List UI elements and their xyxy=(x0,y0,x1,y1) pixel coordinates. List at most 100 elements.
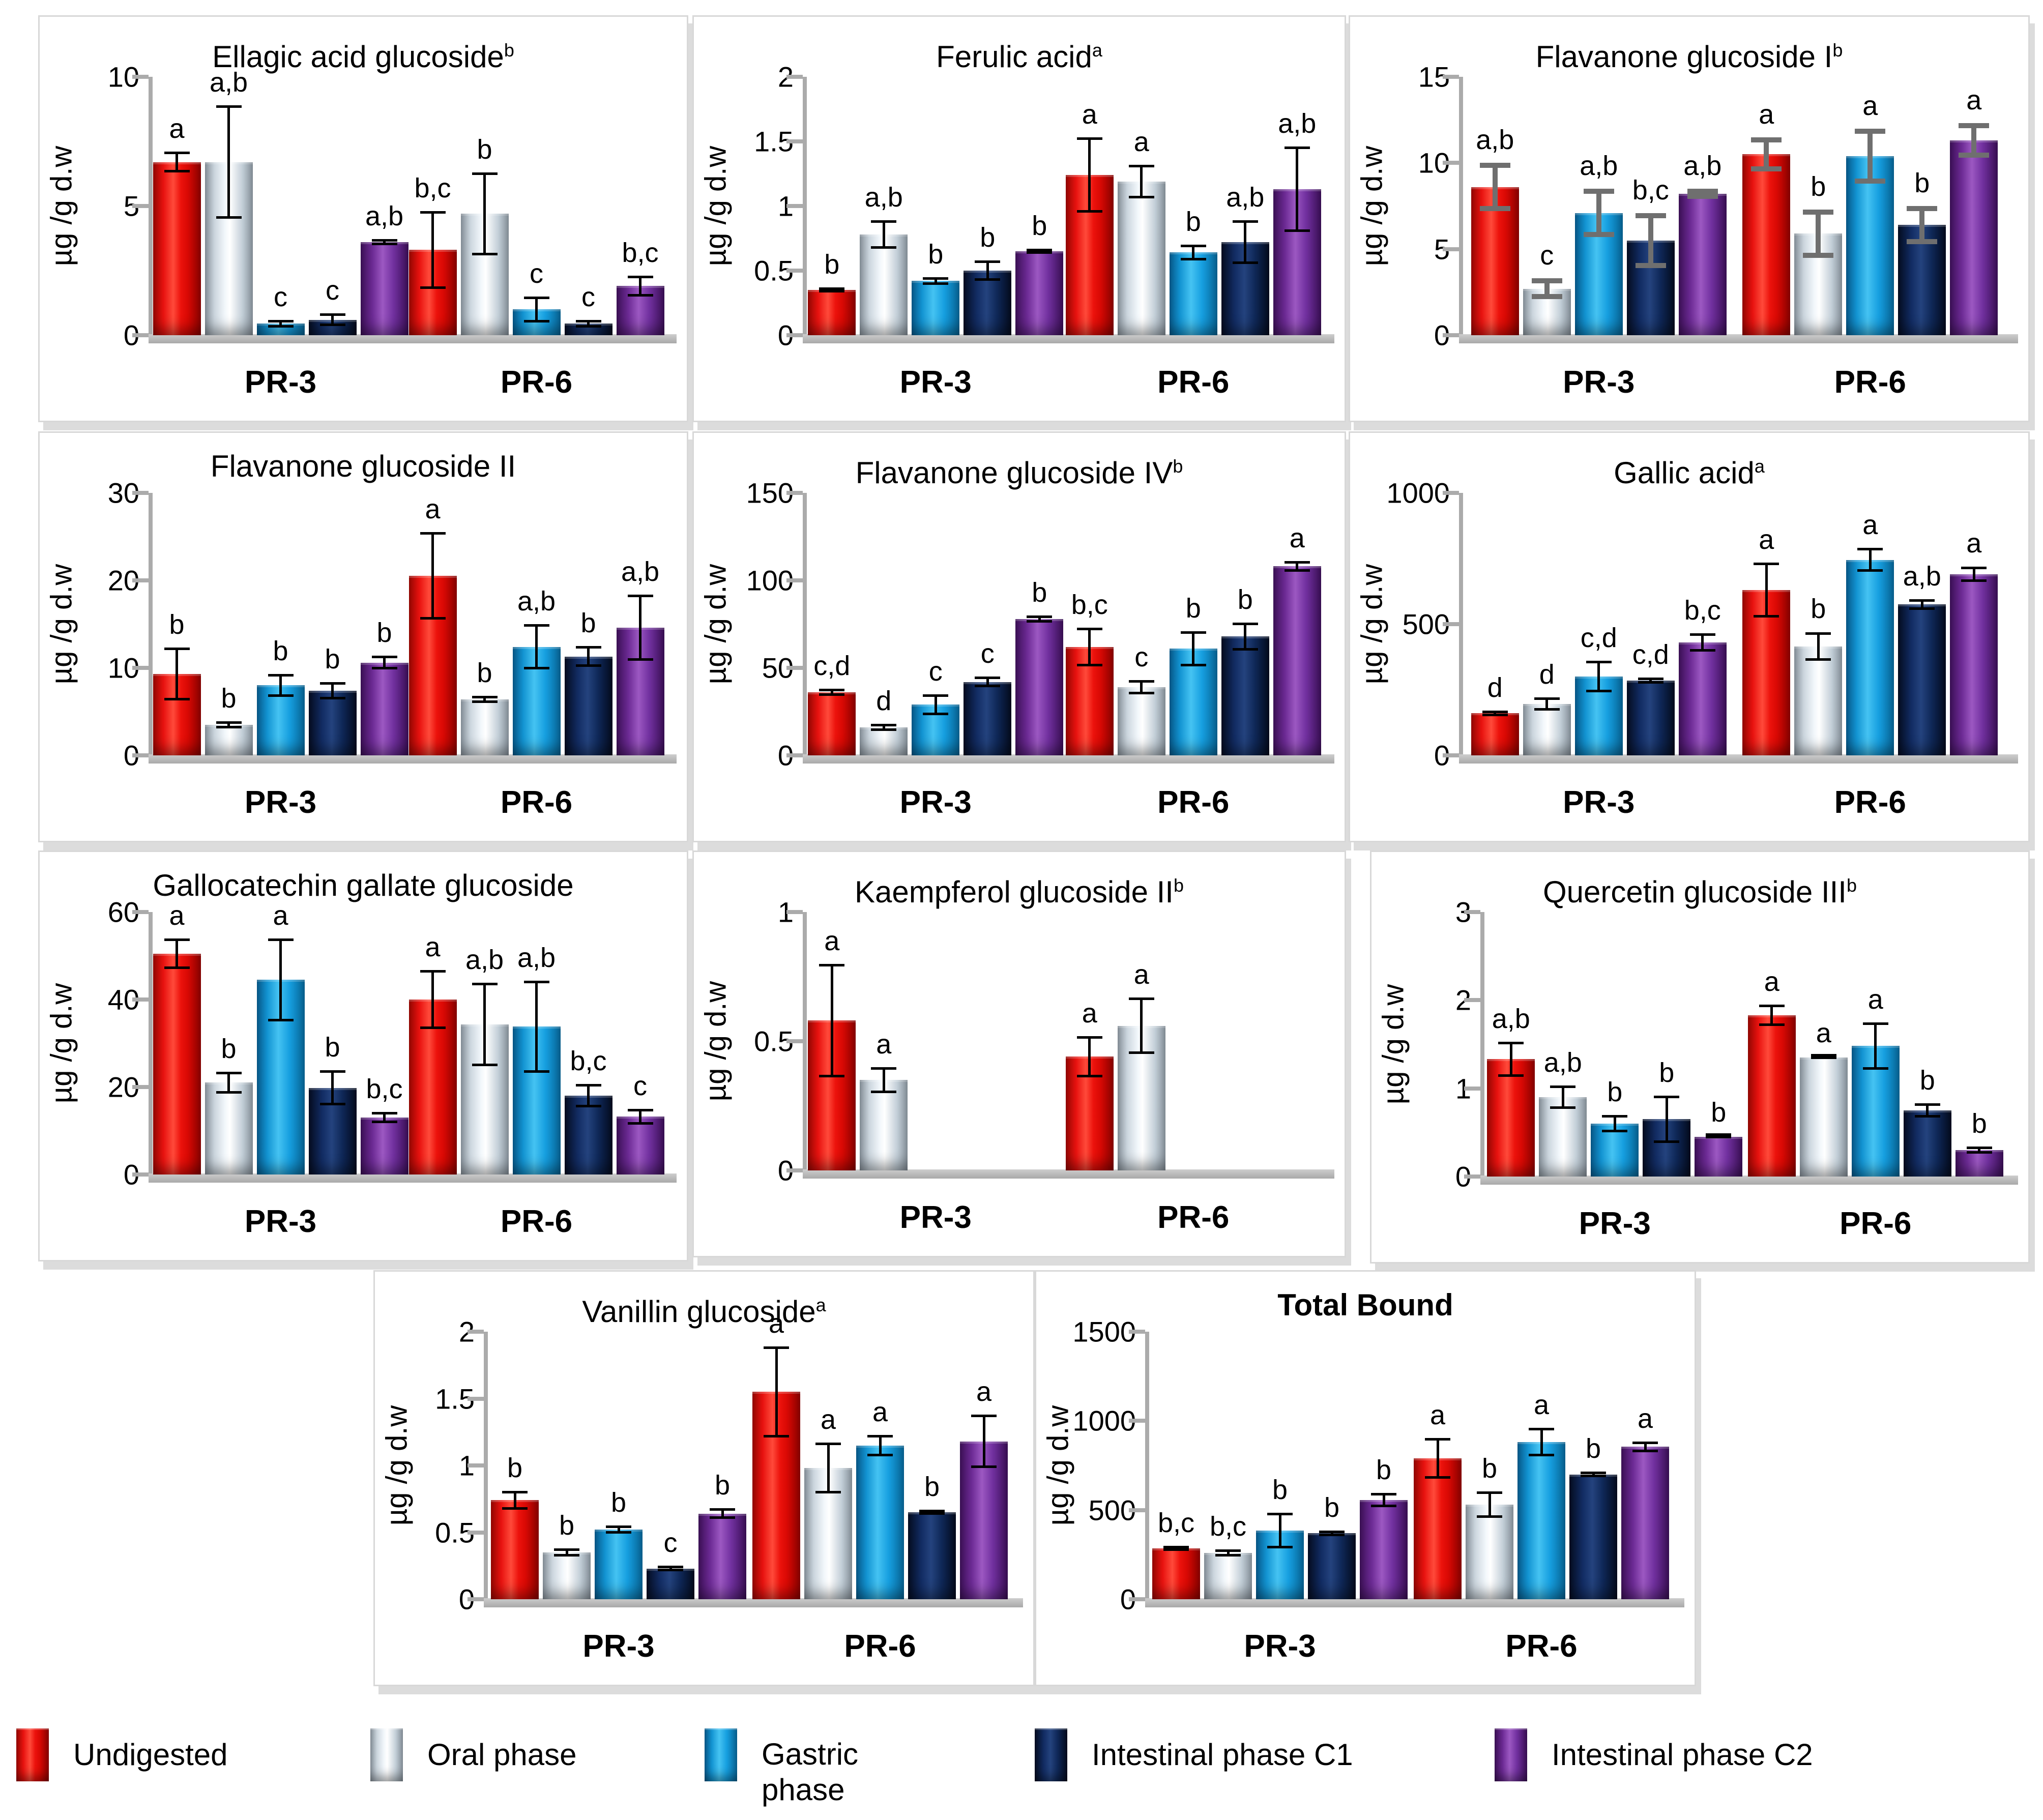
bar-undigested xyxy=(153,162,201,335)
error-bar xyxy=(1531,278,1562,299)
group-label-pr-6: PR-6 xyxy=(1157,365,1230,400)
bar-slot-undigested: a xyxy=(1414,1332,1462,1599)
error-bar xyxy=(1803,209,1834,258)
panel-total-bound: Total Bound µg /g d.w 0 500 1000 1500 b,c b,c b b… xyxy=(1035,1270,1696,1686)
group-label-pr-3: PR-3 xyxy=(244,365,317,400)
bar-slot-intestinal-phase-c1: c xyxy=(964,493,1012,755)
group-label-pr-6: PR-6 xyxy=(500,785,573,820)
y-axis: 0 5 10 15 xyxy=(1394,61,1459,351)
bar-slot-intestinal-phase-c2: b xyxy=(698,1332,746,1599)
significance-letter: b xyxy=(1585,1433,1601,1464)
bar-slot-gastric-phase: a,b xyxy=(1574,77,1623,335)
error-bar xyxy=(216,105,242,219)
bar-slot-intestinal-phase-c2: a xyxy=(1273,493,1321,755)
x-axis-baseline xyxy=(1459,754,2018,764)
error-bar xyxy=(575,319,601,328)
bar-intestinal-phase-c2 xyxy=(360,242,408,335)
error-bar xyxy=(1425,1437,1450,1479)
y-tick-mark xyxy=(1129,1597,1145,1601)
bar-undigested xyxy=(1414,1458,1462,1599)
bar-oral-phase xyxy=(860,1080,908,1170)
y-tick-label: 1000 xyxy=(1386,477,1450,509)
significance-letter: b xyxy=(1032,577,1047,608)
y-tick-mark xyxy=(786,491,803,495)
error-bar xyxy=(371,655,397,670)
y-tick-mark xyxy=(1443,333,1459,337)
bar-groups: a b a b b,c a a,b a,b b,c c xyxy=(153,900,664,1175)
group-label-pr-3: PR-3 xyxy=(582,1629,655,1664)
y-tick-mark xyxy=(786,1168,803,1172)
error-bar xyxy=(1687,189,1718,199)
y-tick-mark xyxy=(786,1039,803,1043)
bar-groups: a,b c a,b b,c a,b a b a b a xyxy=(1463,77,2006,335)
bar-slot-oral-phase: b xyxy=(543,1332,591,1599)
bar-slot-intestinal-phase-c1: c xyxy=(564,77,612,335)
y-tick-mark xyxy=(1443,247,1459,251)
bar-slot-oral-phase: b,c xyxy=(1204,1332,1252,1599)
error-bar xyxy=(575,1083,601,1108)
significance-letter: b xyxy=(1659,1057,1675,1088)
bar-slot-oral-phase: c xyxy=(1523,77,1571,335)
bar-slot-oral-phase: d xyxy=(1523,493,1571,755)
bar-slot-undigested: a,b xyxy=(1487,912,1535,1177)
error-bar xyxy=(371,1112,397,1124)
group-label-pr-3: PR-3 xyxy=(1579,1206,1651,1241)
bar-slot-intestinal-phase-c2: b xyxy=(1695,912,1743,1177)
bar-slot-intestinal-phase-c1: c,d xyxy=(1626,493,1675,755)
significance-letter: a xyxy=(1862,510,1878,541)
bar-group-pr-6: a b a,b b a,b xyxy=(408,493,664,755)
error-bar xyxy=(1638,677,1663,684)
bar-groups: b b b b b a b a,b b a,b xyxy=(153,493,664,755)
bar-slot-gastric-phase: a,b xyxy=(512,493,561,755)
bar-slot-undigested: a xyxy=(1065,77,1114,335)
plot-area: a,b c a,b b,c a,b a b a b a PR-3 PR-6 xyxy=(1443,75,2018,400)
y-tick-label: 500 xyxy=(1402,608,1450,640)
plot-area: c,d d c c b b,c c b b a PR-3 PR-6 xyxy=(786,491,1334,820)
bar-gastric-phase xyxy=(1846,560,1894,755)
bar-intestinal-phase-c2 xyxy=(698,1513,746,1599)
error-bar xyxy=(1128,164,1154,198)
error-bar xyxy=(1689,633,1715,652)
legend-label: Oral phase xyxy=(427,1738,577,1772)
significance-letter: b xyxy=(507,1452,523,1483)
y-tick-mark xyxy=(786,578,803,582)
significance-letter: a xyxy=(824,925,840,956)
bar-groups: a,b a,b b b b a a a b b xyxy=(1484,912,2006,1177)
significance-letter: b xyxy=(1811,594,1826,625)
legend-label: Intestinal phase C1 xyxy=(1092,1738,1353,1772)
error-bar xyxy=(871,220,897,249)
bar-gastric-phase xyxy=(1846,156,1894,335)
bar-groups: b b b c b a a a b a xyxy=(488,1308,1011,1599)
error-bar xyxy=(1371,1493,1396,1508)
legend-item-intestinal-phase-c2: Intestinal phase C2 xyxy=(1495,1728,1813,1781)
significance-letter: d xyxy=(1487,672,1503,703)
panel-title-text: Ferulic acid xyxy=(936,40,1092,74)
error-bar xyxy=(1754,562,1779,618)
significance-letter: b xyxy=(1914,168,1930,198)
significance-letter: a xyxy=(1533,1390,1550,1421)
panel-title: Flavanone glucoside Ib xyxy=(1350,27,2028,74)
y-tick-mark xyxy=(468,1463,484,1467)
bar-intestinal-phase-c1 xyxy=(908,1512,956,1599)
bar-slot-intestinal-phase-c2: b xyxy=(1955,912,2003,1177)
bar-gastric-phase xyxy=(256,685,305,755)
panel-title-text: Ellagic acid glucoside xyxy=(212,40,504,74)
bar-slot-oral-phase: b xyxy=(1466,1332,1513,1599)
significance-letter: c,d xyxy=(1632,639,1669,670)
bar-gastric-phase xyxy=(595,1530,643,1599)
significance-letter: a xyxy=(876,1029,892,1060)
bar-slot-undigested: a xyxy=(1742,77,1791,335)
significance-letter: b xyxy=(1324,1492,1340,1523)
error-bar xyxy=(1534,697,1560,711)
y-tick-mark xyxy=(1443,161,1459,165)
x-axis-baseline xyxy=(803,754,1334,764)
legend-label: Gastric phase xyxy=(762,1737,859,1807)
bar-slot-undigested: d xyxy=(1471,493,1519,755)
significance-letter: b xyxy=(1481,1453,1498,1484)
bar-slot-undigested: b xyxy=(153,493,201,755)
bar-oral-phase xyxy=(1466,1505,1513,1599)
error-bar xyxy=(658,1566,683,1571)
error-bar xyxy=(1180,245,1206,260)
plot-area: b,c b,c b b b a b a b a PR-3 PR-6 xyxy=(1129,1330,1684,1664)
